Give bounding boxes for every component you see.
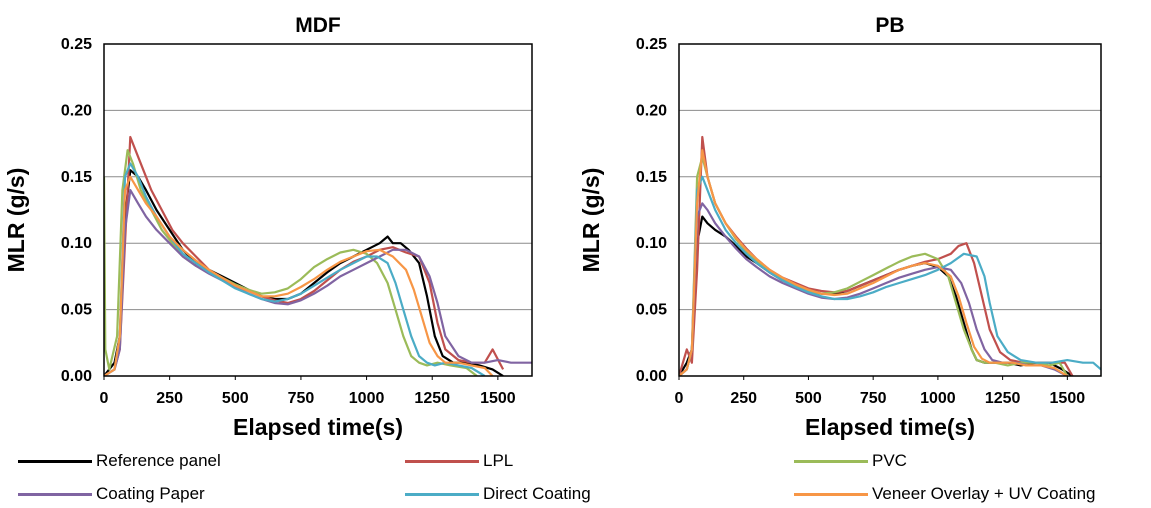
y-tick-label: 0.15	[61, 169, 92, 186]
series-line-coating-paper	[679, 202, 1068, 376]
y-axis-label: MLR (g/s)	[578, 168, 604, 273]
y-tick-label: 0.05	[636, 302, 667, 319]
series-line-pvc	[104, 149, 478, 376]
y-tick-label: 0.10	[61, 235, 92, 252]
series-line-direct-coating	[679, 175, 1101, 376]
legend-item-reference-panel: Reference panel	[18, 449, 221, 473]
y-tick-label: 0.25	[61, 36, 92, 53]
legend-item-pvc: PVC	[794, 449, 907, 473]
series-line-reference-panel	[104, 169, 504, 376]
series-group	[104, 135, 532, 376]
legend-swatch	[405, 459, 479, 463]
x-tick-label: 750	[288, 390, 315, 407]
x-tick-label: 0	[675, 390, 684, 407]
legend-label: Veneer Overlay + UV Coating	[872, 484, 1096, 503]
y-tick-label: 0.05	[61, 302, 92, 319]
legend-item-veneer-overlay-uv-coating: Veneer Overlay + UV Coating	[794, 482, 1095, 506]
x-axis-label: Elapsed time(s)	[233, 414, 403, 440]
series-line-veneer-overlay-uv-coating	[104, 175, 494, 376]
legend-swatch	[18, 459, 92, 463]
x-axis-label: Elapsed time(s)	[805, 414, 975, 440]
y-tick-label: 0.20	[61, 102, 92, 119]
legend-label: Reference panel	[96, 451, 221, 470]
x-tick-label: 250	[156, 390, 183, 407]
legend-label: LPL	[483, 451, 514, 470]
x-tick-label: 1250	[985, 390, 1021, 407]
y-tick-label: 0.10	[636, 235, 667, 252]
plot-frame	[678, 43, 1102, 377]
x-tick-label: 1000	[349, 390, 385, 407]
y-axis-label: MLR (g/s)	[3, 168, 29, 273]
y-tick-label: 0.15	[636, 169, 667, 186]
legend: Reference panel LPL PVC Coating Paper Di…	[0, 445, 1151, 508]
legend-swatch	[405, 492, 479, 496]
legend-item-direct-coating: Direct Coating	[405, 482, 591, 506]
x-tick-label: 1500	[480, 390, 516, 407]
x-tick-label: 0	[100, 390, 109, 407]
legend-label: Direct Coating	[483, 484, 591, 503]
y-tick-label: 0.00	[636, 368, 667, 385]
series-line-pvc	[679, 155, 1069, 376]
x-tick-label: 1250	[414, 390, 450, 407]
x-tick-label: 250	[730, 390, 757, 407]
chart-title: MDF	[295, 14, 341, 37]
series-line-veneer-overlay-uv-coating	[679, 149, 1068, 376]
series-group	[679, 135, 1101, 376]
legend-swatch	[18, 492, 92, 496]
series-line-lpl	[679, 135, 1074, 376]
plot-frame	[103, 43, 533, 377]
x-tick-label: 750	[860, 390, 887, 407]
charts-area: 0.00 0.05 0.10 0.15 0.20 0.25 0 250 500 750 1000 12…	[3, 14, 1102, 440]
legend-label: Coating Paper	[96, 484, 205, 503]
pb-chart: 0.00 0.05 0.10 0.15 0.20 0.25 0 250 500 750 1000 12…	[578, 14, 1102, 440]
x-tick-label: 1500	[1050, 390, 1086, 407]
series-line-direct-coating	[104, 162, 486, 376]
y-tick-label: 0.20	[636, 102, 667, 119]
legend-swatch	[794, 492, 868, 496]
x-tick-label: 500	[222, 390, 249, 407]
mdf-chart: 0.00 0.05 0.10 0.15 0.20 0.25 0 250 500 750 1000 12…	[3, 14, 533, 440]
chart-title: PB	[875, 14, 904, 37]
series-line-lpl	[104, 135, 505, 376]
legend-item-lpl: LPL	[405, 449, 513, 473]
legend-item-coating-paper: Coating Paper	[18, 482, 205, 506]
x-tick-label: 500	[795, 390, 822, 407]
legend-swatch	[794, 459, 868, 463]
legend-label: PVC	[872, 451, 907, 470]
y-tick-label: 0.00	[61, 368, 92, 385]
x-tick-label: 1000	[920, 390, 956, 407]
series-line-coating-paper	[104, 189, 532, 376]
y-tick-label: 0.25	[636, 36, 667, 53]
